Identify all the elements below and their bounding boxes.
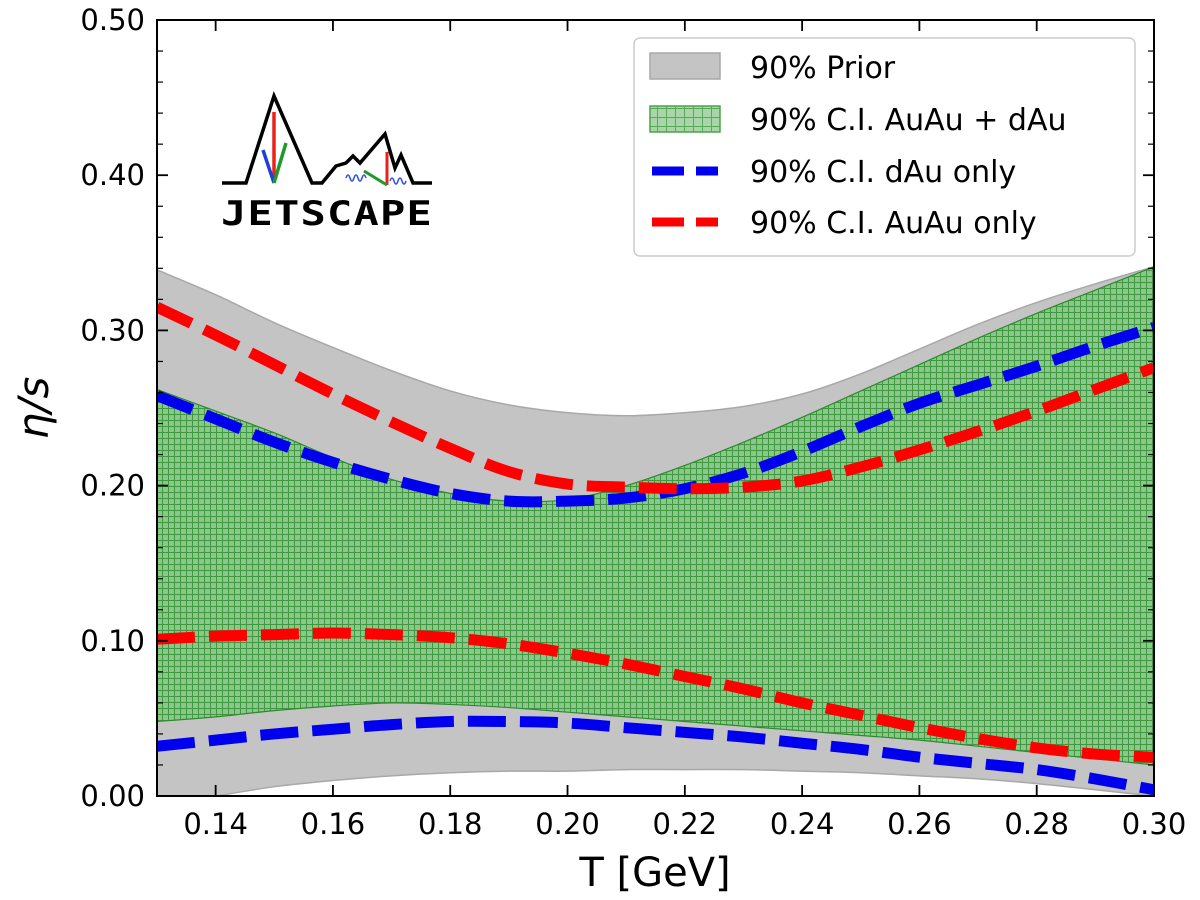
x-tick-label: 0.18 [418, 807, 483, 841]
logo-blue-line [261, 149, 276, 184]
series-90-c-i-dau-only-upper [157, 322, 1154, 508]
x-tick-label: 0.22 [653, 807, 718, 841]
y-tick-label: 0.10 [80, 624, 145, 658]
x-tick-label: 0.24 [770, 807, 835, 841]
logo-text: JETSCAPE [221, 194, 433, 234]
legend-label-dau: 90% C.I. dAu only [750, 155, 1016, 190]
logo-green-line-2 [363, 169, 388, 187]
logo-green-line [272, 142, 288, 184]
legend: 90% Prior 90% C.I. AuAu + dAu 90% C.I. d… [633, 37, 1136, 257]
x-tick-label: 0.30 [1122, 807, 1187, 841]
legend-label-auau-dau: 90% C.I. AuAu + dAu [750, 103, 1066, 138]
x-axis-label: T [GeV] [578, 850, 730, 896]
jetscape-logo: JETSCAPE [221, 91, 433, 234]
x-tick-label: 0.28 [1004, 807, 1069, 841]
y-tick-label: 0.20 [80, 469, 145, 503]
x-tick-label: 0.16 [301, 807, 366, 841]
x-tick-label: 0.20 [535, 807, 600, 841]
x-tick-label: 0.26 [887, 807, 952, 841]
y-tick-label: 0.50 [80, 3, 145, 37]
series-90-c-i-auau-only-upper [157, 302, 1154, 495]
legend-frame [633, 37, 1136, 257]
x-tick-label: 0.14 [183, 807, 248, 841]
legend-swatch-auau-dau [649, 105, 721, 133]
legend-swatch-prior [649, 52, 721, 80]
logo-coil-right [389, 177, 407, 185]
logo-mountain-outline [222, 91, 432, 185]
plot-frame [156, 19, 1155, 797]
legend-label-prior: 90% Prior [750, 51, 896, 86]
series-90-c-i-auau-only-lower [157, 627, 1154, 763]
y-axis-label: η/s [9, 377, 58, 440]
y-tick-label: 0.30 [80, 313, 145, 347]
logo-coil-left [345, 174, 367, 182]
y-tick-label: 0.40 [80, 158, 145, 192]
series-90-c-i-dau-only-lower [157, 715, 1154, 796]
y-tick-label: 0.00 [80, 779, 145, 813]
legend-label-auau: 90% C.I. AuAu only [750, 206, 1037, 241]
